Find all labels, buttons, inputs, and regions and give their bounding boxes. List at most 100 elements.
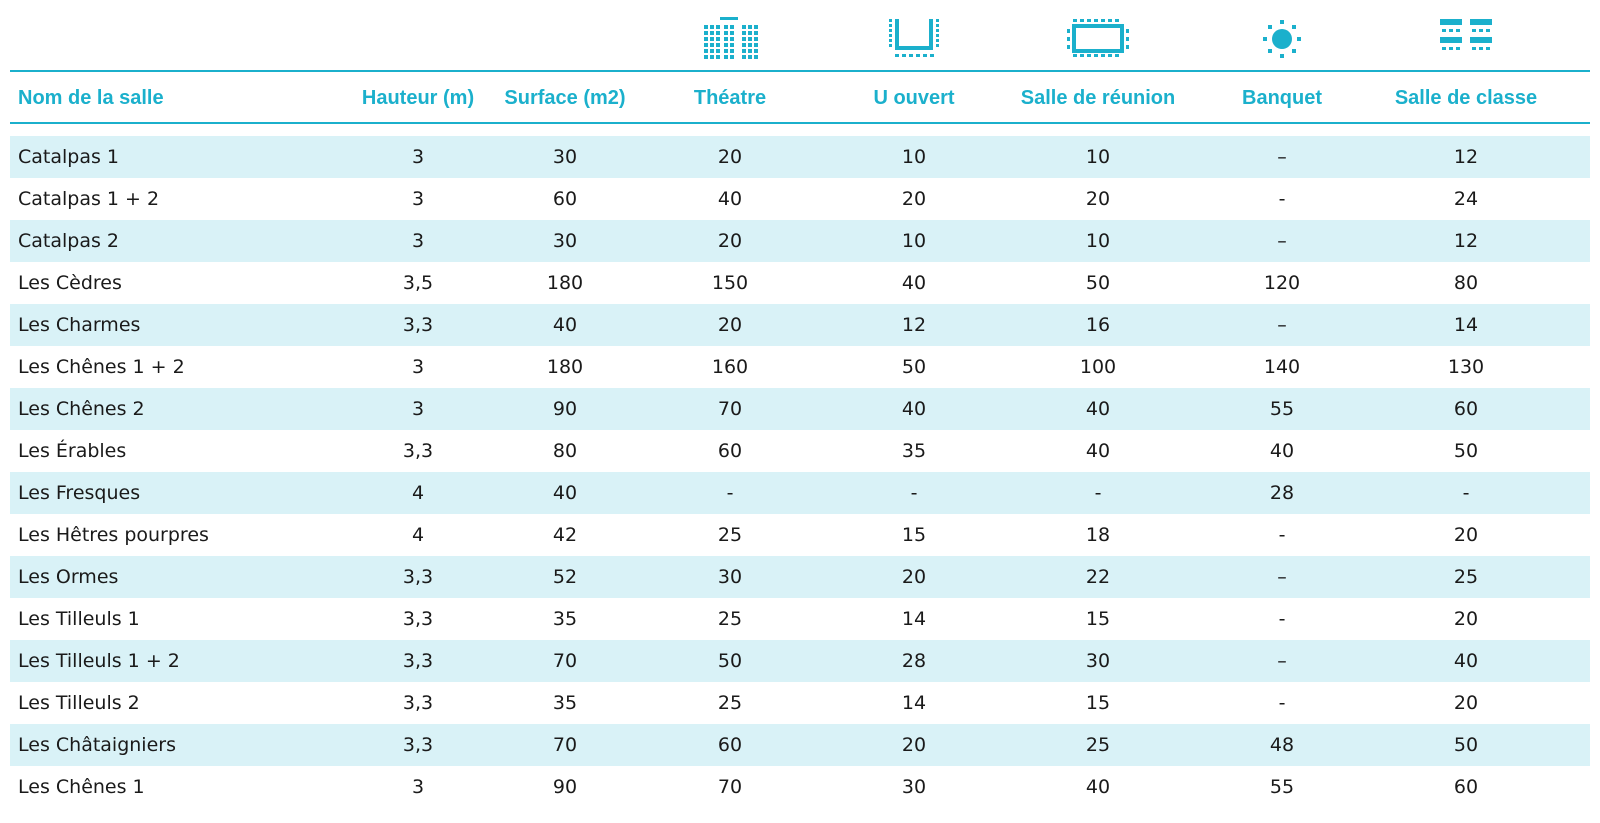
cell-classe: 50 [1453, 734, 1479, 756]
cell-hauteur: 3 [411, 146, 425, 168]
cell-banquet: – [1277, 566, 1287, 588]
cell-classe: - [1462, 482, 1470, 504]
cell-u-ouvert: 10 [901, 146, 927, 168]
cell-u-ouvert: 20 [901, 734, 927, 756]
cell-classe: 14 [1453, 314, 1479, 336]
cell-u-ouvert: 14 [901, 608, 927, 630]
cell-name: Les Chênes 1 + 2 [18, 356, 185, 378]
cell-surface: 35 [552, 608, 578, 630]
cell-u-ouvert: 15 [901, 524, 927, 546]
cell-theatre: 25 [717, 692, 743, 714]
cell-hauteur: 3,3 [402, 692, 434, 714]
cell-theatre: - [726, 482, 734, 504]
cell-name: Les Fresques [18, 482, 141, 504]
cell-u-ouvert: 50 [901, 356, 927, 378]
cell-banquet: 140 [1263, 356, 1301, 378]
cell-name: Les Tilleuls 2 [18, 692, 140, 714]
header-bottom-rule [10, 122, 1590, 124]
cell-reunion: 25 [1085, 734, 1111, 756]
cell-classe: 20 [1453, 692, 1479, 714]
cell-banquet: 120 [1263, 272, 1301, 294]
cell-hauteur: 3 [411, 776, 425, 798]
col-header-hauteur: Hauteur (m) [361, 87, 475, 109]
cell-banquet: - [1278, 608, 1286, 630]
cell-name: Les Hêtres pourpres [18, 524, 209, 546]
table-row: Les Châtaigniers 3,3 70 60 20 25 48 50 [10, 724, 1590, 766]
cell-surface: 80 [552, 440, 578, 462]
cell-classe: 60 [1453, 398, 1479, 420]
cell-banquet: 48 [1269, 734, 1295, 756]
table-row: Les Tilleuls 1 + 2 3,3 70 50 28 30 – 40 [10, 640, 1590, 682]
table-body: Catalpas 1 3 30 20 10 10 – 12 Catalpas 1 + 2 3 60 4… [10, 136, 1590, 808]
cell-hauteur: 3 [411, 188, 425, 210]
cell-theatre: 20 [717, 314, 743, 336]
cell-name: Les Cèdres [18, 272, 122, 294]
cell-reunion: 30 [1085, 650, 1111, 672]
cell-u-ouvert: 40 [901, 272, 927, 294]
col-header-theatre: Théatre [693, 87, 767, 109]
theatre-layout-icon [690, 14, 770, 64]
cell-surface: 60 [552, 188, 578, 210]
cell-hauteur: 4 [411, 524, 425, 546]
cell-classe: 40 [1453, 650, 1479, 672]
cell-banquet: 55 [1269, 398, 1295, 420]
cell-hauteur: 3,5 [402, 272, 434, 294]
cell-hauteur: 3,3 [402, 314, 434, 336]
cell-theatre: 25 [717, 608, 743, 630]
cell-banquet: 55 [1269, 776, 1295, 798]
cell-banquet: 28 [1269, 482, 1295, 504]
cell-classe: 25 [1453, 566, 1479, 588]
cell-hauteur: 3,3 [402, 566, 434, 588]
cell-reunion: 40 [1085, 398, 1111, 420]
cell-banquet: - [1278, 188, 1286, 210]
cell-u-ouvert: 35 [901, 440, 927, 462]
table-row: Les Chênes 1 3 90 70 30 40 55 60 [10, 766, 1590, 808]
cell-hauteur: 3 [411, 230, 425, 252]
cell-theatre: 160 [711, 356, 749, 378]
cell-name: Catalpas 1 [18, 146, 120, 168]
cell-banquet: - [1278, 524, 1286, 546]
cell-surface: 35 [552, 692, 578, 714]
table-row: Les Chênes 2 3 90 70 40 40 55 60 [10, 388, 1590, 430]
table-row: Les Ormes 3,3 52 30 20 22 – 25 [10, 556, 1590, 598]
cell-u-ouvert: 20 [901, 566, 927, 588]
cell-classe: 60 [1453, 776, 1479, 798]
cell-u-ouvert: 28 [901, 650, 927, 672]
u-shape-layout-icon [874, 14, 954, 64]
table-row: Catalpas 1 + 2 3 60 40 20 20 - 24 [10, 178, 1590, 220]
cell-banquet: – [1277, 314, 1287, 336]
cell-reunion: 18 [1085, 524, 1111, 546]
cell-hauteur: 4 [411, 482, 425, 504]
cell-reunion: 15 [1085, 692, 1111, 714]
cell-banquet: – [1277, 230, 1287, 252]
cell-surface: 40 [552, 314, 578, 336]
cell-surface: 90 [552, 398, 578, 420]
table-row: Catalpas 2 3 30 20 10 10 – 12 [10, 220, 1590, 262]
table-row: Les Érables 3,3 80 60 35 40 40 50 [10, 430, 1590, 472]
cell-reunion: 100 [1079, 356, 1117, 378]
header-top-rule [10, 70, 1590, 72]
cell-hauteur: 3,3 [402, 650, 434, 672]
cell-theatre: 60 [717, 734, 743, 756]
cell-name: Les Tilleuls 1 [18, 608, 140, 630]
cell-surface: 180 [546, 272, 584, 294]
cell-name: Les Érables [18, 440, 127, 462]
cell-reunion: 15 [1085, 608, 1111, 630]
cell-theatre: 150 [711, 272, 749, 294]
cell-banquet: 40 [1269, 440, 1295, 462]
table-row: Catalpas 1 3 30 20 10 10 – 12 [10, 136, 1590, 178]
cell-classe: 12 [1453, 230, 1479, 252]
cell-u-ouvert: 10 [901, 230, 927, 252]
table-row: Les Charmes 3,3 40 20 12 16 – 14 [10, 304, 1590, 346]
cell-reunion: 40 [1085, 440, 1111, 462]
cell-theatre: 40 [717, 188, 743, 210]
col-header-u-ouvert: U ouvert [873, 87, 955, 109]
cell-theatre: 60 [717, 440, 743, 462]
cell-u-ouvert: 14 [901, 692, 927, 714]
cell-surface: 52 [552, 566, 578, 588]
cell-classe: 20 [1453, 608, 1479, 630]
cell-hauteur: 3,3 [402, 440, 434, 462]
cell-surface: 40 [552, 482, 578, 504]
cell-name: Les Charmes [18, 314, 141, 336]
cell-name: Les Châtaigniers [18, 734, 176, 756]
